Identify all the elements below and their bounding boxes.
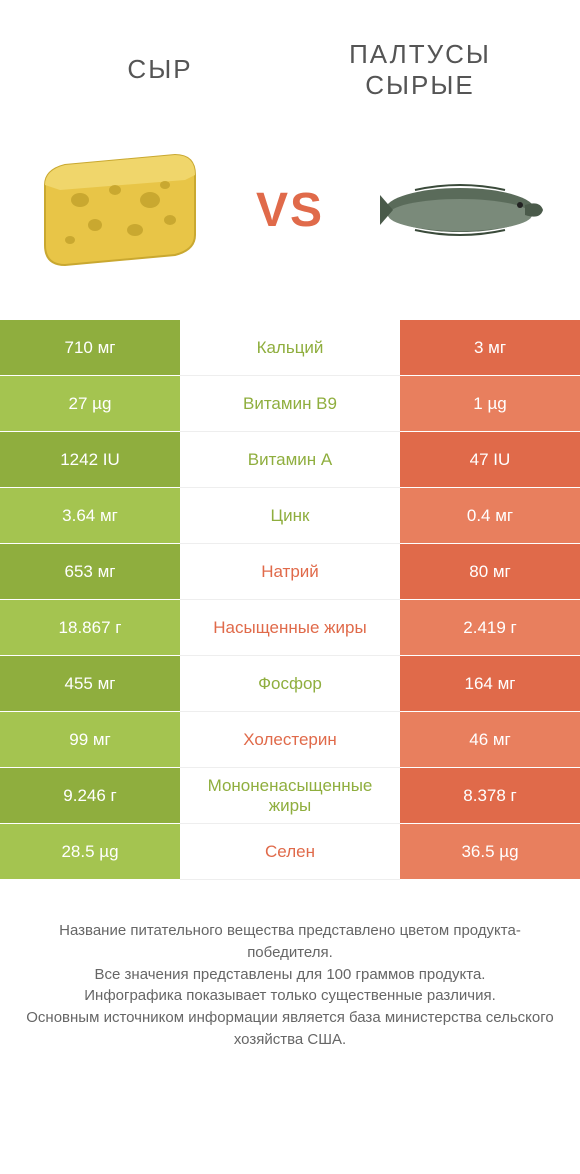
nutrient-label: Цинк	[180, 488, 400, 544]
right-value: 1 µg	[400, 376, 580, 432]
table-row: 99 мгХолестерин46 мг	[0, 712, 580, 768]
right-value: 2.419 г	[400, 600, 580, 656]
table-row: 455 мгФосфор164 мг	[0, 656, 580, 712]
left-value: 653 мг	[0, 544, 180, 600]
left-value: 27 µg	[0, 376, 180, 432]
right-value: 164 мг	[400, 656, 580, 712]
table-row: 9.246 гМононенасыщенные жиры8.378 г	[0, 768, 580, 824]
right-value: 80 мг	[400, 544, 580, 600]
left-value: 9.246 г	[0, 768, 180, 824]
nutrient-label: Мононенасыщенные жиры	[180, 768, 400, 824]
nutrient-label: Витамин A	[180, 432, 400, 488]
footer-line: Основным источником информации является …	[25, 1007, 555, 1051]
cheese-image	[30, 140, 210, 280]
nutrient-label: Натрий	[180, 544, 400, 600]
header: СЫР ПАЛТУСЫ СЫРЫЕ	[0, 0, 580, 120]
table-row: 28.5 µgСелен36.5 µg	[0, 824, 580, 880]
table-row: 3.64 мгЦинк0.4 мг	[0, 488, 580, 544]
left-value: 3.64 мг	[0, 488, 180, 544]
left-value: 18.867 г	[0, 600, 180, 656]
nutrient-label: Витамин B9	[180, 376, 400, 432]
nutrient-label: Фосфор	[180, 656, 400, 712]
right-value: 47 IU	[400, 432, 580, 488]
footer-line: Инфографика показывает только существенн…	[25, 985, 555, 1007]
right-value: 46 мг	[400, 712, 580, 768]
fish-image	[370, 140, 550, 280]
table-row: 27 µgВитамин B91 µg	[0, 376, 580, 432]
table-row: 653 мгНатрий80 мг	[0, 544, 580, 600]
left-value: 1242 IU	[0, 432, 180, 488]
footer-line: Все значения представлены для 100 граммо…	[25, 964, 555, 986]
comparison-table: 710 мгКальций3 мг27 µgВитамин B91 µg1242…	[0, 320, 580, 880]
right-value: 8.378 г	[400, 768, 580, 824]
left-product-title: СЫР	[30, 54, 290, 85]
table-row: 1242 IUВитамин A47 IU	[0, 432, 580, 488]
right-value: 0.4 мг	[400, 488, 580, 544]
vs-label: VS	[256, 183, 324, 238]
footer-notes: Название питательного вещества представл…	[0, 880, 580, 1071]
right-value: 3 мг	[400, 320, 580, 376]
left-value: 710 мг	[0, 320, 180, 376]
table-row: 710 мгКальций3 мг	[0, 320, 580, 376]
right-value: 36.5 µg	[400, 824, 580, 880]
nutrient-label: Селен	[180, 824, 400, 880]
left-value: 99 мг	[0, 712, 180, 768]
left-value: 455 мг	[0, 656, 180, 712]
left-value: 28.5 µg	[0, 824, 180, 880]
footer-line: Название питательного вещества представл…	[25, 920, 555, 964]
nutrient-label: Насыщенные жиры	[180, 600, 400, 656]
nutrient-label: Холестерин	[180, 712, 400, 768]
table-row: 18.867 гНасыщенные жиры2.419 г	[0, 600, 580, 656]
nutrient-label: Кальций	[180, 320, 400, 376]
right-product-title: ПАЛТУСЫ СЫРЫЕ	[290, 39, 550, 101]
vs-row: VS	[0, 120, 580, 320]
